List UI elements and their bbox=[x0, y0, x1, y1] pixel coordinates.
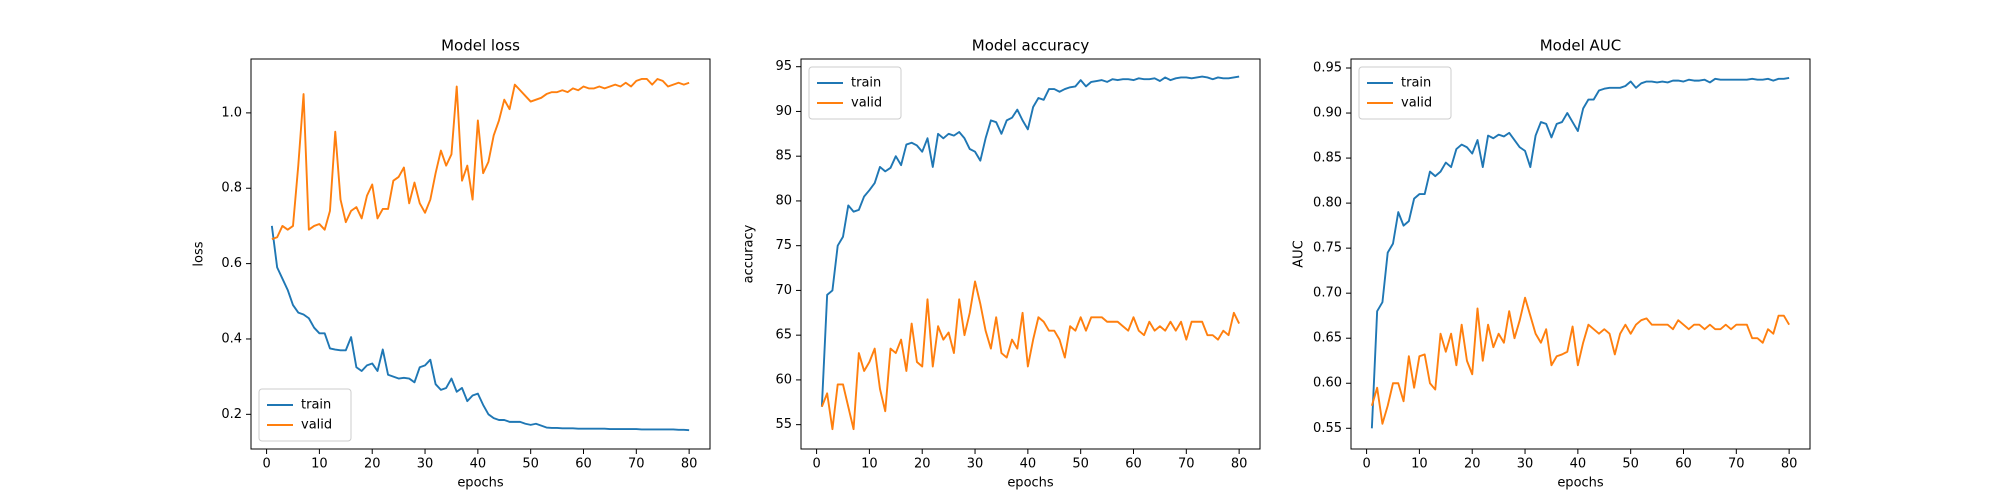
y-axis-label: AUC bbox=[1292, 240, 1307, 268]
x-tick-label: 0 bbox=[1362, 457, 1370, 472]
y-tick-label: 60 bbox=[775, 372, 792, 387]
y-tick-label: 85 bbox=[775, 149, 792, 164]
y-tick-label: 55 bbox=[775, 417, 792, 432]
y-axis-label: accuracy bbox=[742, 224, 757, 283]
legend-box bbox=[1358, 66, 1452, 120]
x-tick-label: 60 bbox=[575, 457, 592, 472]
y-tick-label: 75 bbox=[775, 238, 792, 253]
legend: train valid bbox=[1358, 66, 1452, 120]
y-tick-label: 0.55 bbox=[1313, 421, 1342, 436]
x-tick-label: 40 bbox=[1020, 457, 1037, 472]
x-tick-label: 30 bbox=[967, 457, 984, 472]
x-tick-label: 70 bbox=[628, 457, 645, 472]
legend-box bbox=[808, 66, 902, 120]
legend-label: valid bbox=[851, 96, 882, 111]
x-tick-label: 40 bbox=[1570, 457, 1587, 472]
x-tick-label: 50 bbox=[1072, 457, 1089, 472]
y-tick-label: 0.90 bbox=[1313, 106, 1342, 121]
chart-title: Model loss bbox=[441, 37, 520, 55]
y-tick-label: 0.80 bbox=[1313, 196, 1342, 211]
x-tick-label: 60 bbox=[1125, 457, 1142, 472]
y-tick-label: 0.70 bbox=[1313, 286, 1342, 301]
line-series bbox=[270, 225, 690, 432]
y-tick-label: 90 bbox=[775, 104, 792, 119]
line-series bbox=[271, 78, 690, 241]
y-tick-label: 1.0 bbox=[221, 105, 242, 120]
chart-title: Model accuracy bbox=[972, 37, 1090, 55]
legend-label: valid bbox=[1401, 96, 1432, 111]
x-tick-label: 70 bbox=[1178, 457, 1195, 472]
y-tick-label: 0.95 bbox=[1313, 61, 1342, 76]
x-tick-label: 50 bbox=[522, 457, 539, 472]
x-tick-label: 0 bbox=[262, 457, 270, 472]
x-axis-label: epochs bbox=[1557, 476, 1604, 491]
y-tick-label: 95 bbox=[775, 59, 792, 74]
line-series bbox=[1370, 296, 1790, 425]
x-tick-label: 80 bbox=[1231, 457, 1248, 472]
x-axis-label: epochs bbox=[457, 476, 504, 491]
legend-label: valid bbox=[301, 418, 332, 433]
x-tick-label: 20 bbox=[914, 457, 931, 472]
legend: train valid bbox=[808, 66, 902, 120]
x-tick-label: 80 bbox=[681, 457, 698, 472]
x-tick-label: 50 bbox=[1622, 457, 1639, 472]
x-tick-label: 10 bbox=[861, 457, 878, 472]
y-tick-label: 0.6 bbox=[221, 256, 242, 271]
x-tick-label: 0 bbox=[812, 457, 820, 472]
plot-frame bbox=[800, 58, 1261, 450]
y-tick-label: 0.2 bbox=[221, 407, 242, 422]
y-tick-label: 80 bbox=[775, 193, 792, 208]
legend-label: train bbox=[851, 76, 881, 91]
y-tick-label: 0.4 bbox=[221, 331, 242, 346]
chart-title: Model AUC bbox=[1540, 37, 1622, 55]
x-tick-label: 20 bbox=[1464, 457, 1481, 472]
y-tick-label: 0.85 bbox=[1313, 151, 1342, 166]
x-tick-label: 70 bbox=[1728, 457, 1745, 472]
y-tick-label: 0.75 bbox=[1313, 241, 1342, 256]
legend: train valid bbox=[258, 388, 352, 442]
y-tick-label: 0.8 bbox=[221, 181, 242, 196]
legend-box bbox=[258, 388, 352, 442]
x-tick-label: 80 bbox=[1781, 457, 1798, 472]
x-tick-label: 40 bbox=[470, 457, 487, 472]
y-axis-label: loss bbox=[192, 241, 207, 266]
y-tick-label: 65 bbox=[775, 328, 792, 343]
x-tick-label: 10 bbox=[1411, 457, 1428, 472]
y-tick-label: 70 bbox=[775, 283, 792, 298]
legend-label: train bbox=[301, 398, 331, 413]
y-tick-label: 0.60 bbox=[1313, 376, 1342, 391]
line-series bbox=[1370, 76, 1790, 429]
legend-label: train bbox=[1401, 76, 1431, 91]
x-tick-label: 60 bbox=[1675, 457, 1692, 472]
x-tick-label: 10 bbox=[311, 457, 328, 472]
y-tick-label: 0.65 bbox=[1313, 331, 1342, 346]
plot-frame bbox=[1350, 58, 1811, 450]
x-tick-label: 20 bbox=[364, 457, 381, 472]
x-axis-label: epochs bbox=[1007, 476, 1054, 491]
x-tick-label: 30 bbox=[1517, 457, 1534, 472]
plot-frame bbox=[250, 58, 711, 450]
line-series bbox=[820, 280, 1240, 431]
x-tick-label: 30 bbox=[417, 457, 434, 472]
line-series bbox=[820, 75, 1240, 407]
